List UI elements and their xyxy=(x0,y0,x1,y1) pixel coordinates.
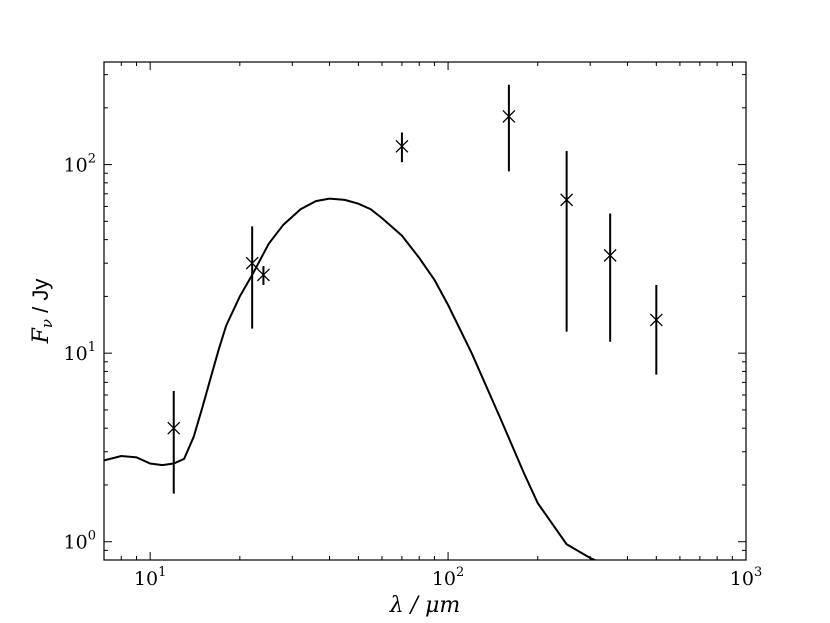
ticks: 101 102 103 100 101 102 xyxy=(64,62,762,590)
y-axis-label-subscript: ν xyxy=(38,319,56,328)
data-point-marker xyxy=(167,421,181,435)
x-tick-label: 101 xyxy=(134,565,166,590)
y-axis-label: Fν / Jy xyxy=(28,279,56,345)
y-axis-label-unit: / Jy xyxy=(28,279,53,319)
x-axis-label-text: λ / μm xyxy=(389,593,461,618)
data-point-marker xyxy=(603,248,617,262)
data-point-marker xyxy=(256,268,270,282)
y-axis-label-symbol: F xyxy=(29,327,54,344)
plot-area xyxy=(104,84,663,560)
data-point-marker xyxy=(560,193,574,207)
y-tick-label: 100 xyxy=(64,529,96,554)
data-point-marker xyxy=(395,139,409,153)
model-sed-line xyxy=(104,197,598,560)
data-point-marker xyxy=(245,256,259,270)
axes-frame xyxy=(103,61,747,561)
y-tick-label: 102 xyxy=(64,152,96,177)
x-tick-label: 103 xyxy=(730,565,762,590)
y-tick-label: 101 xyxy=(64,340,96,365)
data-point-marker xyxy=(502,109,516,123)
data-point-marker xyxy=(649,313,663,327)
x-tick-label: 102 xyxy=(432,565,464,590)
x-axis-label: λ / μm xyxy=(389,593,461,618)
